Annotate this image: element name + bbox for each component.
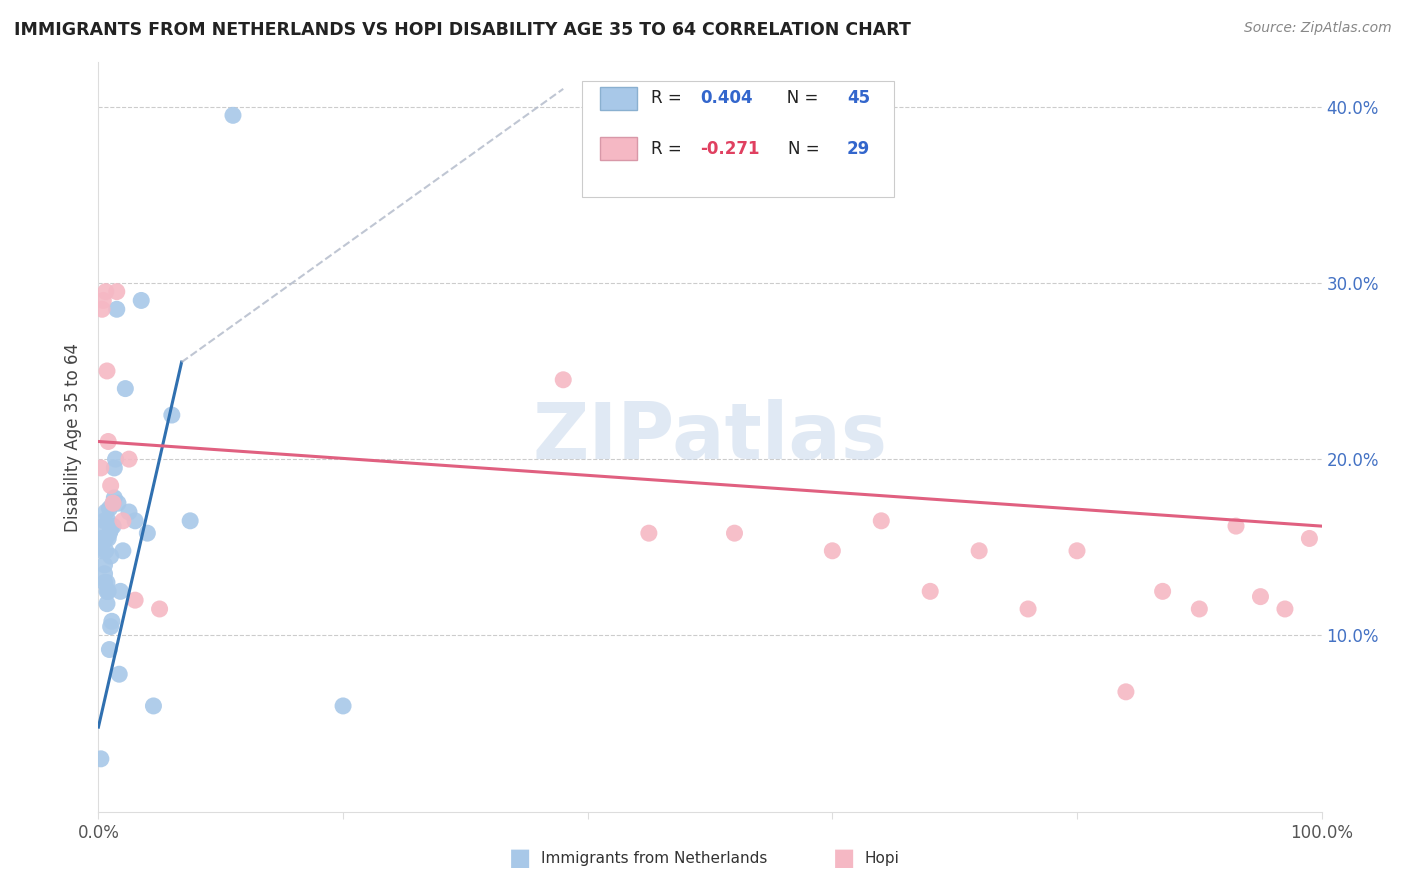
Point (723, 526, 745, 541)
Point (920, 584, 942, 599)
Point (104, 452, 127, 467)
Point (1115, 685, 1137, 699)
Point (103, 461, 125, 475)
Point (101, 519, 124, 533)
Point (107, 496, 129, 510)
Text: 0.404: 0.404 (700, 89, 752, 107)
Point (124, 514, 146, 528)
Point (1188, 602, 1211, 616)
Text: ■: ■ (832, 847, 855, 870)
Point (118, 452, 141, 467)
Point (91, 532, 114, 546)
Point (129, 293, 152, 308)
Point (124, 593, 146, 607)
Point (97, 532, 120, 546)
Point (1249, 590, 1271, 604)
Point (1152, 584, 1174, 599)
Text: N =: N = (772, 89, 824, 107)
Text: -0.271: -0.271 (700, 140, 759, 158)
Point (91, 532, 114, 546)
Point (637, 526, 661, 541)
Point (96, 575, 118, 590)
Point (105, 302, 128, 317)
Point (94, 543, 117, 558)
Point (93, 514, 115, 528)
Point (101, 496, 124, 510)
Point (100, 549, 122, 563)
Point (1225, 519, 1247, 533)
Text: Hopi: Hopi (865, 851, 900, 865)
Point (93, 575, 115, 590)
Point (1298, 532, 1320, 546)
Text: N =: N = (789, 140, 825, 158)
Point (118, 505, 141, 519)
Point (105, 285, 128, 299)
Point (98, 642, 121, 657)
Point (97, 584, 120, 599)
Point (100, 523, 122, 537)
Point (91, 519, 114, 533)
Point (100, 619, 122, 633)
Text: ■: ■ (509, 847, 531, 870)
Point (111, 543, 134, 558)
Bar (600, 137, 637, 160)
Point (110, 584, 132, 599)
Point (870, 514, 893, 528)
Point (967, 543, 990, 558)
Bar (600, 87, 637, 110)
Text: ZIPatlas: ZIPatlas (533, 399, 887, 475)
Text: Immigrants from Netherlands: Immigrants from Netherlands (541, 851, 768, 865)
Point (94, 532, 117, 546)
Point (1017, 602, 1039, 616)
Point (111, 514, 134, 528)
Text: IMMIGRANTS FROM NETHERLANDS VS HOPI DISABILITY AGE 35 TO 64 CORRELATION CHART: IMMIGRANTS FROM NETHERLANDS VS HOPI DISA… (14, 21, 911, 38)
Point (179, 514, 201, 528)
Point (96, 597, 118, 611)
Point (332, 698, 354, 713)
Point (1066, 543, 1088, 558)
Text: R =: R = (651, 140, 688, 158)
Text: Source: ZipAtlas.com: Source: ZipAtlas.com (1244, 21, 1392, 35)
Point (136, 526, 159, 541)
Point (90, 461, 112, 475)
Point (114, 382, 136, 396)
Point (101, 496, 124, 510)
Point (100, 478, 122, 492)
Point (94, 285, 117, 299)
Point (97, 514, 120, 528)
Point (1274, 602, 1296, 616)
Point (96, 364, 118, 378)
Point (96, 584, 118, 599)
Y-axis label: Disability Age 35 to 64: Disability Age 35 to 64 (65, 343, 83, 532)
Text: 29: 29 (846, 140, 870, 158)
Point (97, 434, 120, 449)
Point (149, 602, 172, 616)
Point (142, 698, 165, 713)
Point (101, 615, 124, 629)
Point (91, 293, 114, 308)
Point (93, 558, 115, 572)
Text: R =: R = (651, 89, 688, 107)
FancyBboxPatch shape (582, 81, 894, 197)
Text: 45: 45 (846, 89, 870, 107)
Point (94, 505, 117, 519)
Point (553, 373, 575, 387)
Point (821, 543, 844, 558)
Point (90, 752, 112, 766)
Point (91, 302, 114, 317)
Point (160, 408, 183, 422)
Point (91, 543, 114, 558)
Point (98, 501, 121, 516)
Point (98, 526, 121, 541)
Point (222, 108, 245, 122)
Point (108, 667, 131, 681)
Point (103, 491, 125, 505)
Point (93, 566, 115, 581)
